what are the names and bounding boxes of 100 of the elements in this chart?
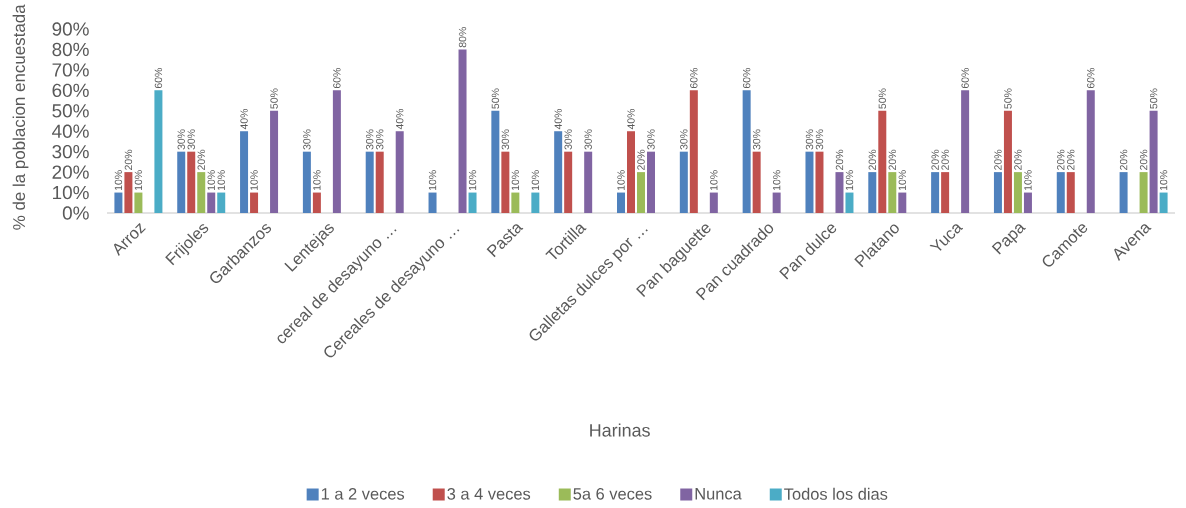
data-label: 30% — [187, 129, 195, 150]
bar — [240, 131, 249, 213]
bar — [375, 151, 384, 213]
data-label: 10% — [114, 170, 123, 191]
data-label: 50% — [491, 88, 500, 109]
bar — [187, 151, 196, 213]
bar — [531, 192, 540, 213]
bar — [617, 192, 625, 213]
bar — [931, 172, 940, 213]
data-label: 10% — [217, 170, 225, 191]
data-label: 10% — [511, 170, 520, 191]
bar — [197, 172, 206, 213]
data-label: 60% — [961, 68, 969, 89]
y-tick-label: 40% — [52, 124, 89, 138]
data-label: 20% — [1067, 149, 1075, 170]
data-label: 30% — [177, 129, 185, 150]
bar — [835, 172, 844, 213]
bar — [332, 90, 341, 213]
data-label: 30% — [815, 129, 824, 150]
bar — [993, 172, 1002, 213]
bar — [217, 192, 226, 213]
data-label: 20% — [941, 149, 949, 170]
data-label: 10% — [1024, 170, 1032, 191]
data-label: 20% — [931, 149, 939, 170]
data-label: 60% — [154, 68, 163, 89]
data-label: 60% — [690, 68, 698, 89]
bar — [1013, 172, 1022, 213]
data-label: 10% — [250, 170, 258, 191]
bar — [845, 192, 854, 213]
bar — [647, 151, 655, 213]
legend-label: 5a 6 veces — [573, 488, 652, 500]
bar — [679, 151, 688, 213]
y-tick-label: 10% — [53, 185, 89, 200]
y-tick-label: 70% — [52, 63, 89, 77]
bar — [868, 172, 877, 213]
y-tick-label: 0% — [62, 206, 89, 220]
bar — [312, 192, 321, 213]
bar — [805, 151, 814, 213]
data-label: 20% — [835, 149, 844, 170]
bar — [941, 172, 950, 213]
data-label: 50% — [878, 88, 887, 109]
data-label: 20% — [1014, 149, 1022, 170]
data-label: 20% — [124, 149, 133, 170]
data-label: 10% — [1159, 170, 1168, 191]
data-label: 20% — [868, 149, 877, 170]
legend-label: 3 a 4 veces — [447, 488, 531, 500]
bar — [428, 192, 437, 213]
y-tick-label: 80% — [52, 42, 89, 57]
data-label: 30% — [376, 129, 384, 150]
bar — [637, 172, 645, 213]
y-tick-label: 60% — [52, 83, 89, 98]
bar — [878, 110, 887, 213]
bar — [1139, 172, 1148, 213]
data-label: 30% — [501, 129, 510, 150]
bar — [627, 131, 635, 213]
data-label: 60% — [333, 68, 341, 89]
bar — [511, 192, 520, 213]
data-label: 20% — [197, 149, 205, 170]
legend-label: Nunca — [695, 488, 742, 500]
data-label: 10% — [134, 170, 143, 191]
data-label: 20% — [637, 149, 645, 170]
bar — [564, 151, 573, 213]
data-label: 10% — [898, 170, 907, 191]
data-label: 10% — [845, 170, 854, 191]
y-tick-label: 90% — [52, 22, 89, 36]
bar — [1003, 110, 1012, 213]
data-label: 50% — [1004, 88, 1012, 109]
data-label: 20% — [994, 149, 1002, 170]
bar — [888, 172, 897, 213]
bar — [302, 151, 311, 213]
data-label: 10% — [531, 170, 540, 191]
bar — [898, 192, 907, 213]
y-tick-label: 50% — [52, 104, 89, 118]
data-label: 40% — [627, 108, 635, 130]
bar — [1149, 110, 1158, 213]
data-label: 10% — [772, 170, 781, 191]
data-label: 10% — [710, 170, 718, 191]
bar — [554, 131, 563, 213]
data-label: 20% — [1119, 149, 1128, 170]
bar — [154, 90, 163, 213]
bar — [815, 151, 824, 213]
bar — [134, 192, 143, 213]
data-label: 40% — [240, 108, 248, 130]
bar — [689, 90, 698, 213]
data-label: 30% — [303, 129, 311, 150]
data-label: 20% — [1139, 149, 1148, 170]
bar — [1023, 192, 1032, 213]
data-label: 30% — [752, 129, 761, 150]
bar — [395, 131, 404, 213]
bar — [584, 151, 593, 213]
data-label: 10% — [468, 170, 477, 191]
bar — [458, 49, 467, 213]
data-label: 80% — [458, 27, 467, 48]
bar — [709, 192, 718, 213]
data-label: 60% — [742, 68, 751, 89]
bar — [1159, 192, 1168, 213]
bar — [207, 192, 216, 213]
bar — [124, 172, 133, 213]
bar — [270, 110, 279, 213]
bar — [114, 192, 123, 213]
